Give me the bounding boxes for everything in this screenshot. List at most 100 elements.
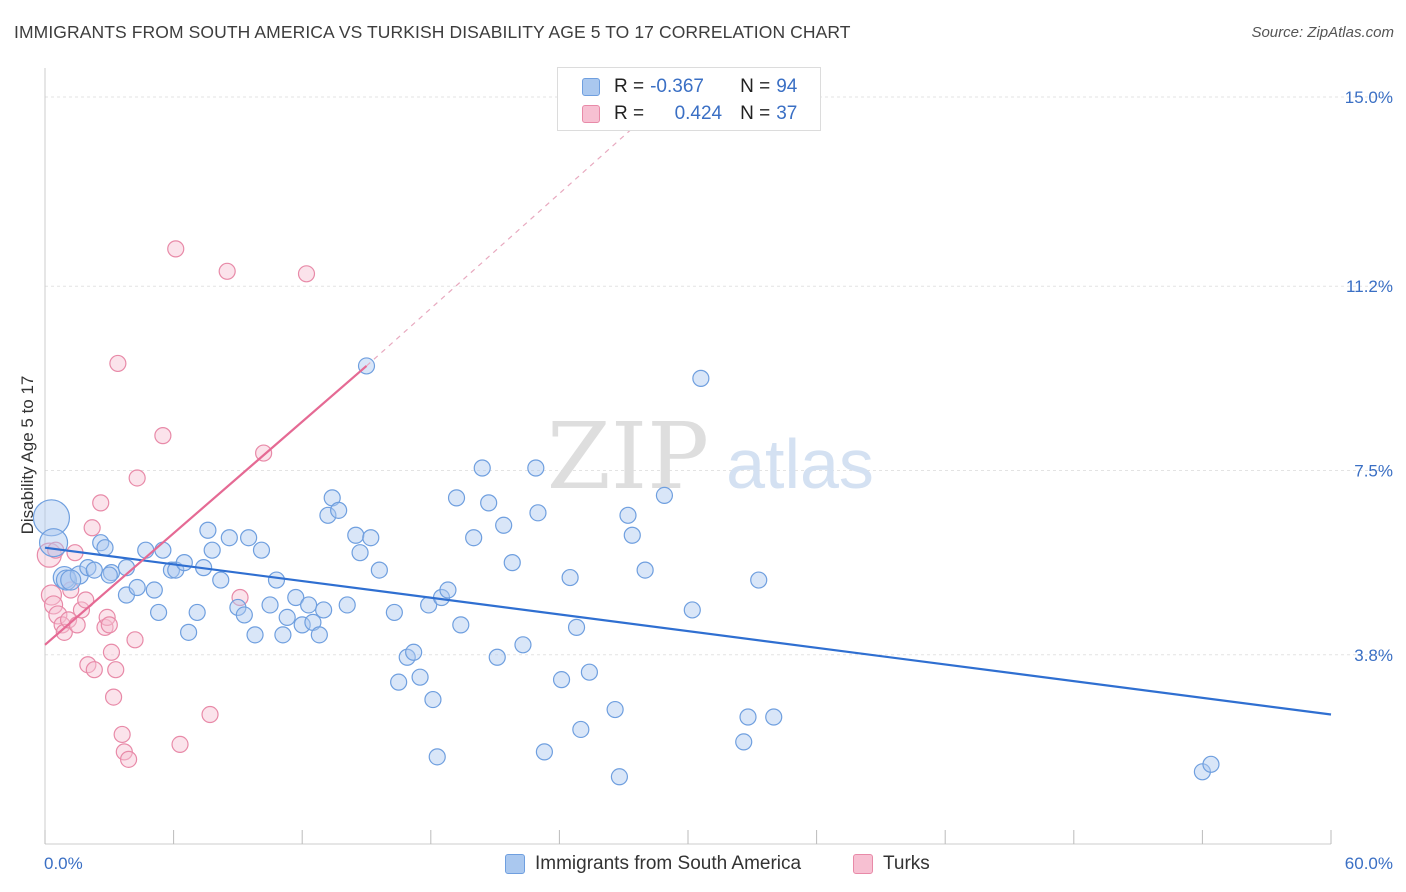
south-america-point <box>96 539 114 557</box>
n-label: N = <box>740 103 771 124</box>
south-america-point <box>310 626 328 644</box>
n-value: 94 <box>776 76 798 97</box>
south-america-point <box>203 541 221 559</box>
stats-legend: R = -0.367 N = 94 R = 0.424 N = 37 <box>557 67 821 131</box>
turks-point <box>218 262 236 280</box>
chart-title: IMMIGRANTS FROM SOUTH AMERICA VS TURKISH… <box>14 22 851 42</box>
south-america-point <box>473 459 491 477</box>
bottom-legend-swatch-blue <box>505 854 525 874</box>
south-america-point <box>319 506 337 524</box>
south-america-point <box>154 541 172 559</box>
trend-lines <box>44 116 1332 716</box>
south-america-point <box>32 499 71 537</box>
south-america-point <box>240 529 258 547</box>
south-america-point <box>465 529 483 547</box>
south-america-point <box>750 571 768 589</box>
south-america-point <box>293 616 311 634</box>
south-america-point <box>572 720 590 739</box>
south-america-point <box>411 668 429 686</box>
turks-point <box>107 661 125 679</box>
turks-point <box>92 494 110 512</box>
turks-point <box>109 354 127 373</box>
watermark: ZIP atlas <box>547 403 874 510</box>
turks-point <box>43 595 64 615</box>
south-america-point <box>692 369 710 387</box>
south-america-point <box>60 569 82 591</box>
south-america-point <box>623 526 641 544</box>
x-tick-labels: 0.0% 60.0% <box>44 854 1393 873</box>
south-america-point <box>315 601 333 619</box>
legend-row-south-america: R = -0.367 N = 94 <box>582 74 797 100</box>
x-tick-label: 60.0% <box>1345 854 1393 873</box>
south-america-point <box>580 663 599 681</box>
south-america-point <box>390 673 408 691</box>
turks-point <box>126 631 144 649</box>
turks-point <box>171 735 189 754</box>
turks-point <box>119 750 138 768</box>
legend-swatch-blue <box>582 78 600 96</box>
gridlines <box>45 96 1393 656</box>
south-america-point <box>739 708 757 726</box>
turks-points <box>36 240 316 768</box>
south-america-point <box>149 603 168 622</box>
turks-point <box>85 661 103 679</box>
south-america-trend-line <box>44 546 1332 716</box>
turks-point <box>201 705 219 724</box>
south-america-point <box>100 566 118 584</box>
south-america-point <box>145 581 163 599</box>
legend-row-turks: R = 0.424 N = 37 <box>582 101 797 127</box>
south-america-point <box>567 618 586 636</box>
south-america-point <box>252 541 271 559</box>
south-america-point <box>428 748 446 766</box>
south-america-point <box>619 506 637 524</box>
turks-point <box>68 616 86 634</box>
south-america-point <box>606 700 624 719</box>
south-america-point <box>246 626 264 644</box>
south-america-point <box>636 561 654 579</box>
south-america-point <box>765 708 783 726</box>
south-america-point <box>480 494 498 512</box>
turks-point <box>72 601 91 619</box>
south-america-point <box>655 486 674 504</box>
source-note: Source: ZipAtlas.com <box>1251 24 1394 41</box>
turks-point <box>48 605 68 625</box>
south-america-point <box>439 581 457 599</box>
watermark-atlas: atlas <box>726 425 874 503</box>
south-america-point <box>261 596 279 614</box>
r-label: R = <box>614 76 645 97</box>
south-america-points <box>32 357 1220 786</box>
south-america-point <box>527 459 545 477</box>
y-tick-labels: 3.8% 7.5% 11.2% 15.0% <box>1345 88 1393 665</box>
south-america-point <box>683 601 701 619</box>
turks-point <box>113 725 131 744</box>
turks-trend-extension <box>366 116 646 367</box>
x-tick-label: 0.0% <box>44 854 83 873</box>
south-america-point <box>180 623 198 641</box>
south-america-point <box>405 643 423 661</box>
south-america-point <box>452 616 470 634</box>
south-america-point <box>610 768 629 786</box>
south-america-point <box>235 606 253 624</box>
south-america-point <box>514 636 532 654</box>
turks-point <box>297 265 316 283</box>
turks-trend-line <box>44 365 368 646</box>
y-tick-label: 3.8% <box>1354 646 1393 665</box>
south-america-point <box>351 544 369 562</box>
n-label: N = <box>740 76 771 97</box>
south-america-point <box>1202 755 1220 773</box>
axes <box>44 68 1332 845</box>
turks-point <box>77 591 95 609</box>
turks-point <box>59 611 78 629</box>
south-america-point <box>529 504 547 522</box>
south-america-point <box>199 521 217 539</box>
south-america-point <box>128 578 146 597</box>
south-america-point <box>85 561 103 579</box>
turks-point <box>128 469 146 487</box>
bottom-legend-swatch-pink <box>853 854 873 874</box>
turks-point <box>83 519 101 537</box>
south-america-point <box>338 596 356 614</box>
south-america-point <box>212 571 230 589</box>
south-america-point <box>278 608 296 627</box>
south-america-point <box>495 516 513 534</box>
turks-point <box>102 643 121 661</box>
